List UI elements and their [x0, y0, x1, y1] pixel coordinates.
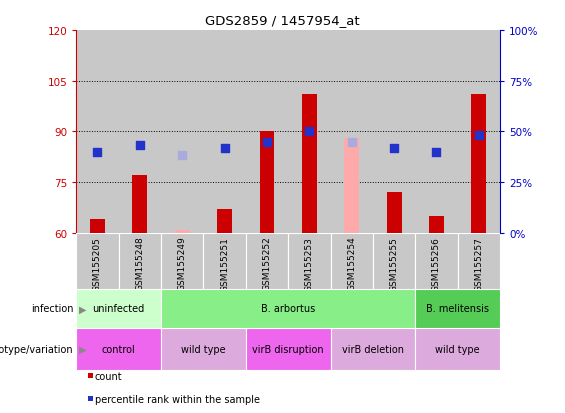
Text: genotype/variation: genotype/variation — [0, 344, 73, 354]
Bar — [246, 233, 288, 289]
Text: GSM155252: GSM155252 — [263, 236, 271, 291]
Bar — [246, 328, 331, 370]
Point — [474, 132, 483, 139]
Bar — [217, 210, 232, 233]
Bar — [203, 31, 246, 233]
Bar — [386, 193, 402, 233]
Bar — [203, 233, 246, 289]
Text: GSM155254: GSM155254 — [347, 236, 356, 291]
Bar — [161, 233, 203, 289]
Bar — [331, 328, 415, 370]
Text: GSM155205: GSM155205 — [93, 236, 102, 291]
Bar — [76, 31, 119, 233]
Text: B. melitensis: B. melitensis — [426, 304, 489, 314]
Bar — [415, 328, 500, 370]
Point — [305, 129, 314, 135]
Text: GSM155256: GSM155256 — [432, 236, 441, 291]
Bar — [76, 328, 161, 370]
Text: GSM155257: GSM155257 — [475, 236, 483, 291]
Bar — [246, 31, 288, 233]
Text: infection: infection — [31, 304, 73, 314]
Point — [432, 149, 441, 156]
Text: percentile rank within the sample: percentile rank within the sample — [95, 394, 260, 404]
Bar — [458, 233, 500, 289]
Point — [136, 142, 145, 149]
Bar — [76, 233, 119, 289]
Bar — [132, 176, 147, 233]
Bar — [90, 220, 105, 233]
Text: GSM155249: GSM155249 — [178, 236, 186, 291]
Text: wild type: wild type — [181, 344, 225, 354]
Bar — [76, 289, 161, 328]
Point — [347, 139, 356, 145]
Bar — [331, 31, 373, 233]
Bar — [415, 289, 500, 328]
Point — [389, 146, 398, 152]
Text: GSM155248: GSM155248 — [136, 236, 144, 291]
Bar — [175, 230, 190, 233]
Text: control: control — [102, 344, 136, 354]
Text: GSM155251: GSM155251 — [220, 236, 229, 291]
Bar — [161, 31, 203, 233]
Bar — [161, 289, 415, 328]
Bar — [373, 233, 415, 289]
Text: GDS2859 / 1457954_at: GDS2859 / 1457954_at — [205, 14, 360, 27]
Bar — [288, 233, 331, 289]
Text: GSM155255: GSM155255 — [390, 236, 398, 291]
Point — [177, 152, 186, 159]
Bar — [471, 95, 486, 233]
Text: ▶: ▶ — [79, 344, 86, 354]
Text: wild type: wild type — [436, 344, 480, 354]
Bar — [259, 132, 275, 233]
Bar — [458, 31, 500, 233]
Bar — [119, 233, 161, 289]
Bar — [415, 233, 458, 289]
Bar — [288, 31, 331, 233]
Bar — [415, 31, 458, 233]
Bar — [302, 95, 317, 233]
Bar — [119, 31, 161, 233]
Point — [262, 139, 271, 145]
Point — [93, 149, 102, 156]
Text: uninfected: uninfected — [93, 304, 145, 314]
Text: ▶: ▶ — [79, 304, 86, 314]
Bar — [344, 139, 359, 233]
Bar — [429, 216, 444, 233]
Text: virB deletion: virB deletion — [342, 344, 404, 354]
Text: GSM155253: GSM155253 — [305, 236, 314, 291]
Text: virB disruption: virB disruption — [253, 344, 324, 354]
Bar — [161, 328, 246, 370]
Bar — [331, 233, 373, 289]
Bar — [373, 31, 415, 233]
Point — [220, 146, 229, 152]
Text: B. arbortus: B. arbortus — [261, 304, 315, 314]
Text: count: count — [95, 371, 123, 381]
